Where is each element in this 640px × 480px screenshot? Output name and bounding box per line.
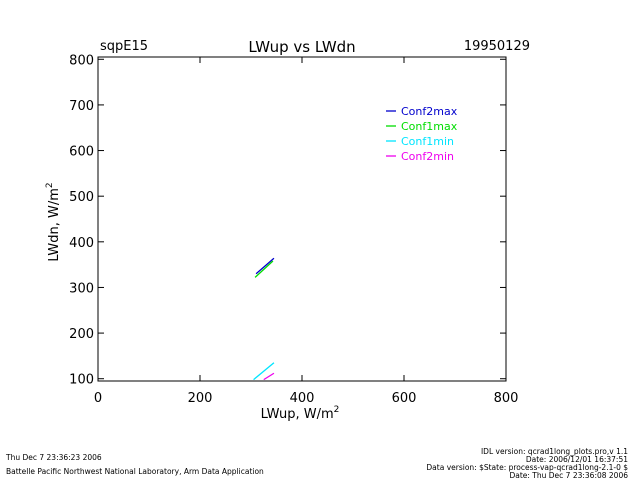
footer-idl-version: IDL version: qcrad1long_plots.pro,v 1.1 bbox=[481, 447, 628, 456]
series-line-conf2max bbox=[255, 257, 275, 275]
chart-title: LWup vs LWdn bbox=[248, 38, 355, 56]
x-axis-title-main: LWup, W/m bbox=[261, 407, 334, 422]
x-tick-label: 200 bbox=[188, 391, 213, 406]
y-axis-title-main: LWdn, W/m bbox=[47, 188, 62, 262]
y-tick-label: 300 bbox=[69, 281, 94, 296]
site-label: sqpE15 bbox=[100, 39, 148, 54]
footer-organization: Battelle Pacific Northwest National Labo… bbox=[6, 467, 264, 476]
footer-data-version: Data version: $State: process-vap-qcrad1… bbox=[426, 463, 628, 472]
x-axis: 0 200 400 600 800 bbox=[94, 57, 519, 406]
legend-label: Conf2max bbox=[401, 105, 458, 118]
legend-label: Conf1max bbox=[401, 120, 458, 133]
y-tick-label: 500 bbox=[69, 190, 94, 205]
y-axis-title-sup: 2 bbox=[45, 182, 55, 188]
x-tick-label: 800 bbox=[494, 391, 519, 406]
x-tick-label: 0 bbox=[94, 391, 102, 406]
y-tick-label: 200 bbox=[69, 327, 94, 342]
series-line-conf2min bbox=[263, 372, 275, 381]
series-line-conf1max bbox=[254, 260, 274, 278]
x-tick-label: 600 bbox=[392, 391, 417, 406]
y-tick-label: 600 bbox=[69, 145, 94, 160]
y-axis: 100 200 300 400 500 600 700 800 bbox=[69, 53, 506, 388]
x-axis-title: LWup, W/m2 bbox=[261, 405, 340, 422]
date-label: 19950129 bbox=[464, 39, 530, 54]
legend-label: Conf1min bbox=[401, 135, 454, 148]
legend: Conf2max Conf1max Conf1min Conf2min bbox=[386, 105, 458, 163]
y-tick-label: 400 bbox=[69, 236, 94, 251]
y-tick-label: 800 bbox=[69, 53, 94, 68]
y-axis-title: LWdn, W/m2 bbox=[45, 182, 62, 261]
footer-date-line: Date: 2006/12/01 16:37:51 bbox=[526, 455, 628, 464]
series-lines bbox=[253, 257, 275, 381]
y-tick-label: 700 bbox=[69, 99, 94, 114]
x-tick-label: 400 bbox=[290, 391, 315, 406]
y-tick-label: 100 bbox=[69, 373, 94, 388]
legend-label: Conf2min bbox=[401, 150, 454, 163]
x-axis-title-sup: 2 bbox=[334, 405, 340, 415]
footer-timestamp: Thu Dec 7 23:36:23 2006 bbox=[5, 453, 102, 462]
footer-date-right: Date: Thu Dec 7 23:36:08 2006 bbox=[509, 471, 628, 480]
series-line-conf1min bbox=[253, 362, 275, 381]
